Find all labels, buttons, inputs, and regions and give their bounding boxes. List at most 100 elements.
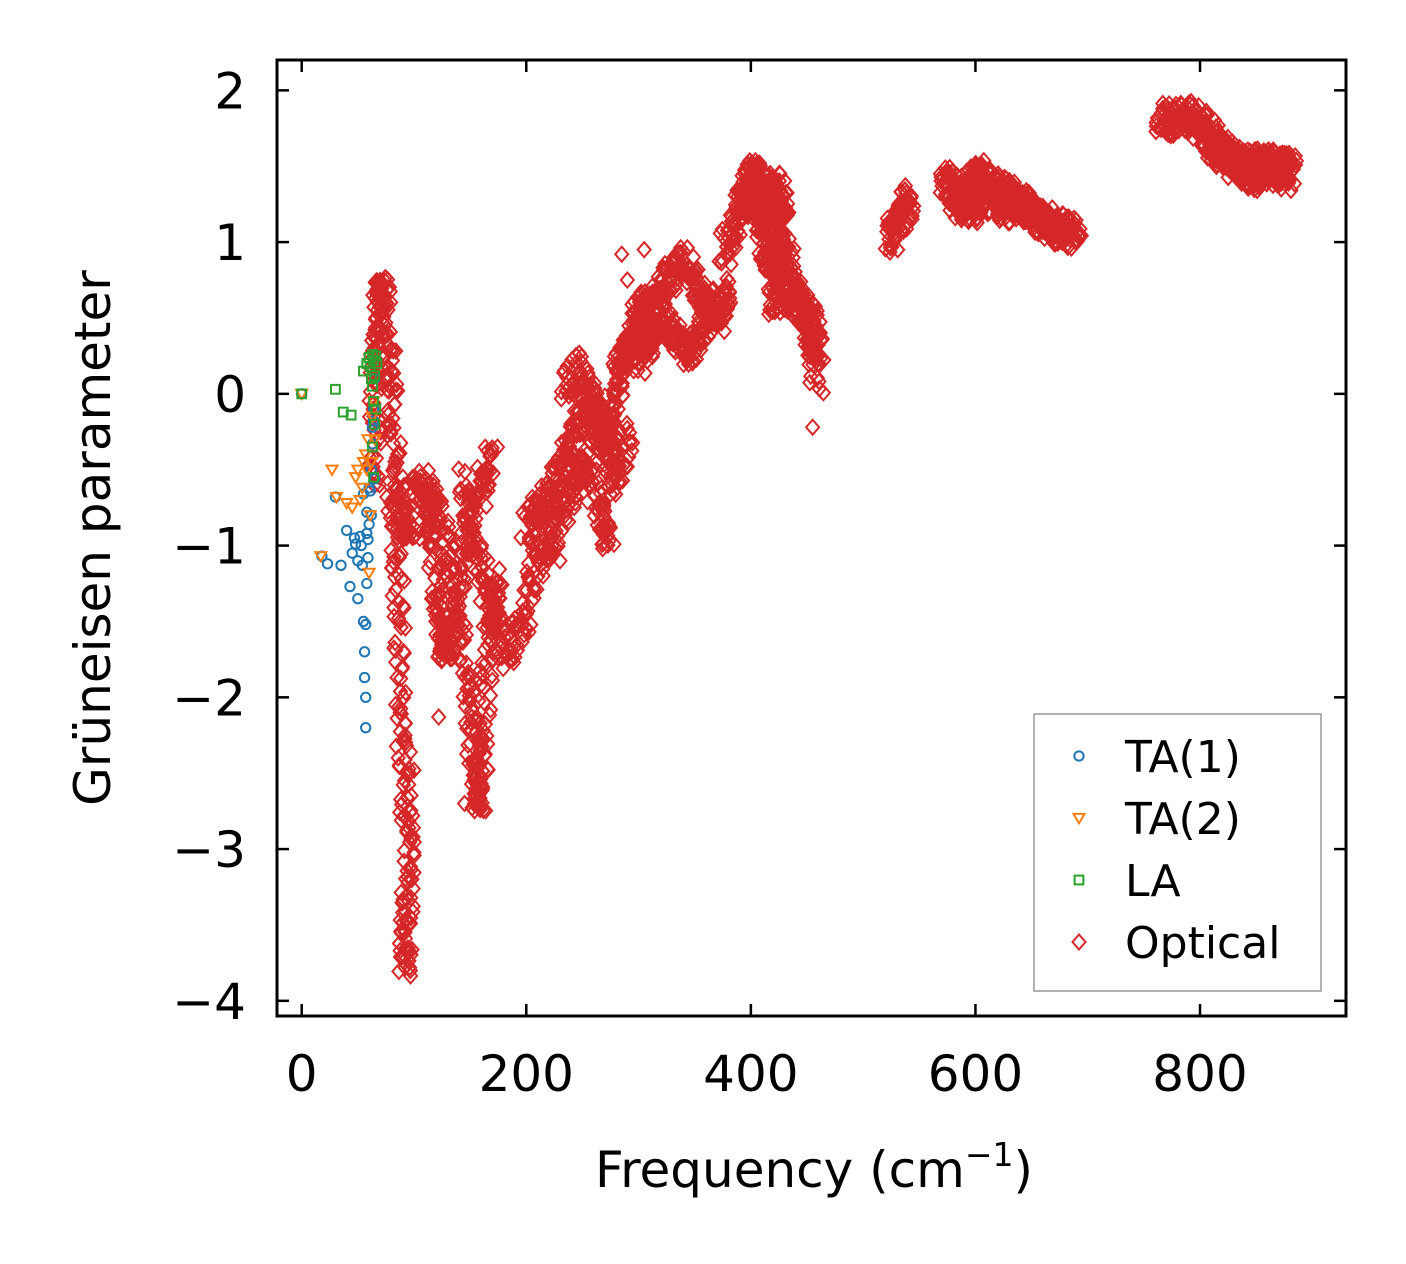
optical-point (380, 405, 397, 424)
y-tick-label: 2 (214, 62, 246, 120)
optical-point (721, 283, 738, 302)
optical-point (389, 668, 405, 687)
optical-point (815, 350, 832, 369)
data-point (356, 457, 371, 470)
data-point (369, 418, 381, 430)
optical-point (719, 269, 735, 288)
optical-point (606, 434, 623, 453)
optical-point (486, 614, 503, 633)
data-point (345, 409, 357, 421)
optical-point (385, 552, 402, 571)
optical-point (482, 700, 499, 719)
optical-point (443, 645, 459, 664)
optical-point (562, 383, 579, 402)
legend-marker (1073, 750, 1085, 762)
optical-point (383, 424, 399, 443)
optical-point (427, 612, 444, 631)
optical-point (469, 572, 486, 591)
optical-point (561, 446, 578, 465)
optical-point (563, 414, 579, 433)
optical-point (472, 714, 488, 733)
optical-point (405, 879, 422, 898)
optical-point (737, 202, 754, 221)
y-axis-ticks: 2 1 0 −1 −2 −3 −4 (172, 62, 1346, 1031)
optical-point (392, 669, 409, 688)
optical-point (477, 801, 494, 820)
optical-point (433, 491, 450, 510)
optical-point (792, 286, 809, 305)
optical-point (462, 531, 479, 550)
optical-point (1258, 144, 1274, 163)
optical-point (595, 494, 612, 513)
optical-point (496, 628, 513, 647)
data-point (362, 552, 374, 564)
data-point (358, 449, 373, 462)
optical-point (621, 433, 638, 452)
optical-point (372, 275, 389, 294)
optical-point (476, 461, 493, 480)
data-point (352, 494, 368, 508)
optical-point (608, 370, 625, 389)
data-point (371, 358, 383, 369)
optical-point (478, 497, 495, 516)
data-point (361, 577, 373, 590)
optical-point (396, 841, 413, 860)
data-point (361, 358, 373, 369)
optical-point (395, 913, 411, 932)
optical-point (402, 908, 419, 927)
x-tick-label: 0 (286, 1045, 318, 1103)
optical-point (457, 462, 473, 481)
data-point (344, 580, 356, 593)
optical-point (497, 646, 514, 665)
optical-point (445, 559, 462, 578)
optical-point (893, 182, 909, 201)
optical-point (468, 708, 485, 727)
optical-point (381, 416, 398, 435)
data-point (369, 370, 381, 382)
optical-point (393, 705, 410, 724)
optical-point (430, 506, 447, 525)
optical-point (581, 467, 597, 486)
legend-items: TA(1) TA(2) LA Optical (1071, 732, 1280, 969)
series-ta-2- (294, 388, 382, 581)
data-point (368, 396, 379, 407)
optical-point (546, 515, 563, 534)
plot-frame (275, 58, 1348, 1018)
data-point (360, 722, 372, 734)
optical-point (484, 442, 500, 461)
optical-point (434, 627, 451, 646)
optical-point (395, 775, 412, 794)
data-point (370, 350, 382, 362)
x-tick-label: 400 (703, 1045, 798, 1103)
optical-point (477, 438, 494, 457)
optical-point (580, 364, 596, 383)
optical-point (501, 650, 518, 669)
optical-point (786, 239, 802, 258)
data-point (296, 388, 308, 400)
optical-point (400, 952, 417, 971)
optical-point (431, 584, 448, 603)
legend-marker (1071, 933, 1087, 951)
optical-point (812, 349, 829, 368)
optical-point (431, 513, 448, 532)
optical-point (397, 619, 414, 638)
optical-point (613, 245, 630, 264)
data-point (363, 518, 375, 531)
optical-point (391, 962, 407, 981)
optical-point (389, 453, 405, 472)
optical-point (815, 383, 832, 402)
data-point (360, 434, 376, 447)
optical-point (396, 571, 413, 590)
optical-point (386, 547, 402, 566)
optical-point (1230, 148, 1247, 167)
optical-point (396, 852, 412, 871)
optical-point (459, 719, 475, 738)
x-tick-label: 600 (928, 1045, 1023, 1103)
y-tick-label: 1 (214, 214, 246, 272)
optical-point (475, 666, 491, 685)
optical-point (1282, 151, 1298, 170)
optical-point (514, 602, 531, 621)
y-tick-label: −4 (172, 973, 246, 1031)
optical-point (776, 300, 793, 319)
